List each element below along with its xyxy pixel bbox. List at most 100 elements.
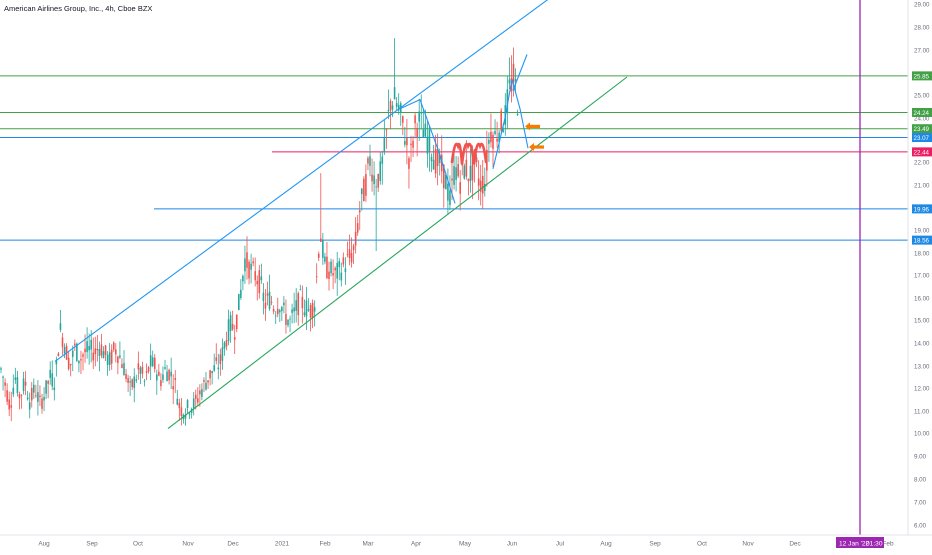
candle-body (248, 261, 250, 279)
candle (385, 128, 388, 149)
candle-body (151, 357, 154, 366)
price-level-tag: 23.49 (912, 124, 932, 134)
candle-body (410, 143, 412, 146)
candle-body (350, 253, 353, 263)
y-tick-label: 7.00 (914, 499, 927, 506)
short-segment (512, 54, 528, 91)
candle-body (289, 318, 291, 320)
candle-body (272, 309, 275, 312)
orange-arrow (525, 122, 540, 131)
candle (186, 398, 189, 413)
candle (389, 98, 392, 130)
candle (211, 370, 213, 385)
candle-body (395, 102, 398, 107)
price-axis[interactable]: 6.00 7.00 8.00 9.00 10.00 11.00 12.00 13.00 14.0… (914, 1, 930, 529)
candle-body (418, 111, 420, 122)
candle-body (283, 302, 285, 306)
candle-body (197, 398, 199, 403)
candle-body (432, 159, 435, 170)
candle (231, 310, 234, 331)
candle-body (471, 155, 474, 181)
candle-body (358, 210, 361, 213)
candle-body (326, 256, 328, 278)
candle-body (43, 396, 45, 401)
candle-body (377, 174, 379, 188)
candle-body (82, 354, 84, 357)
candle (61, 332, 64, 355)
crosshair-date-text: 12 Jan '22 (839, 541, 870, 548)
time-axis[interactable]: Aug Sep Oct Nov Dec 2021 Feb Mar Apr May Jun Jul Aug… (38, 541, 894, 548)
candle-body (18, 393, 21, 399)
candle (197, 387, 199, 407)
candle-body (225, 340, 228, 347)
candle-body (123, 363, 125, 376)
x-tick-label: Nov (182, 541, 194, 548)
y-tick-label: 10.00 (914, 430, 930, 437)
candle-body (416, 127, 418, 138)
candle (0, 366, 2, 374)
candle (170, 357, 172, 390)
candle-body (391, 105, 394, 110)
candle (426, 121, 429, 168)
candle (45, 380, 47, 399)
marker-loops (450, 142, 488, 165)
candle-body (76, 343, 78, 361)
candle-body (162, 374, 164, 380)
candle (235, 314, 238, 333)
candle (219, 348, 222, 376)
candle-body (115, 349, 117, 355)
candle (301, 285, 304, 324)
x-tick-label: May (459, 541, 472, 548)
candle (274, 311, 277, 324)
candle-body (145, 371, 148, 373)
candle-body (194, 394, 197, 400)
candle (354, 217, 357, 254)
candle-body (244, 258, 246, 272)
candle-body (502, 129, 505, 132)
candle (127, 374, 129, 392)
candle (59, 310, 62, 333)
candle (375, 178, 377, 252)
candle (276, 297, 279, 318)
candle (490, 113, 492, 148)
candle-body (356, 223, 359, 233)
candle-body (285, 313, 287, 325)
candle (500, 108, 502, 134)
candle (26, 391, 29, 401)
candle (67, 351, 70, 371)
candle-body (424, 123, 427, 137)
candle (207, 380, 209, 389)
candle (133, 368, 136, 403)
candle (106, 351, 109, 376)
y-tick-label: 13.00 (914, 363, 930, 370)
candle (260, 263, 263, 284)
candle-body (176, 398, 179, 405)
candle (33, 378, 35, 399)
candle (428, 124, 431, 172)
candle (110, 344, 113, 370)
candle-body (80, 359, 82, 361)
candle-body (412, 140, 414, 148)
candle (391, 100, 394, 118)
y-tick-label: 12.00 (914, 385, 930, 392)
arrow-head (525, 122, 530, 131)
candle-body (254, 271, 256, 281)
y-tick-label: 24.00 (914, 115, 930, 122)
candle-body (383, 137, 386, 153)
candle (268, 274, 271, 311)
crosshair-time-text: 01:30 (866, 541, 883, 548)
candle (10, 391, 13, 422)
candle (356, 214, 359, 236)
candle (332, 259, 334, 290)
candle (410, 135, 412, 162)
price-level-tag-text: 22.44 (914, 149, 930, 156)
candle (477, 160, 480, 201)
candle-body (481, 175, 484, 194)
x-tick-label: Mar (362, 541, 374, 548)
candle-body (436, 148, 439, 167)
candle (254, 257, 256, 287)
candle (285, 299, 287, 334)
x-tick-label: 2021 (275, 541, 290, 548)
